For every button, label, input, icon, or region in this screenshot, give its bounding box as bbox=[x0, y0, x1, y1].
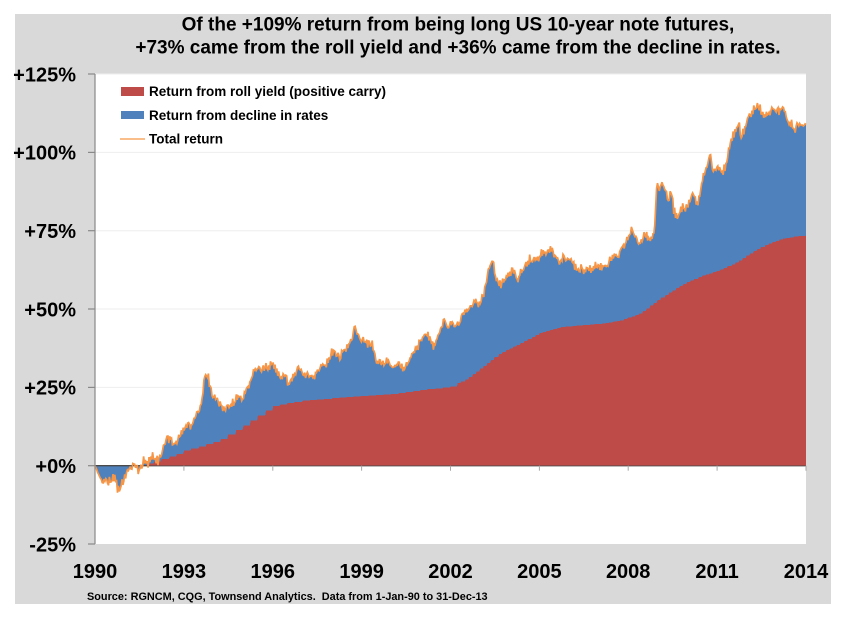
svg-text:1990: 1990 bbox=[73, 561, 118, 583]
svg-text:Of the +109% return from being: Of the +109% return from being long US 1… bbox=[182, 15, 735, 36]
svg-text:-25%: -25% bbox=[29, 534, 76, 556]
svg-text:+125%: +125% bbox=[13, 64, 76, 86]
svg-text:2005: 2005 bbox=[517, 561, 562, 583]
svg-text:+100%: +100% bbox=[13, 143, 76, 165]
svg-text:1996: 1996 bbox=[251, 561, 296, 583]
svg-text:Return from decline in rates: Return from decline in rates bbox=[149, 108, 328, 123]
svg-text:+73% came from the roll yield: +73% came from the roll yield and +36% c… bbox=[135, 38, 780, 59]
svg-text:2014: 2014 bbox=[784, 561, 829, 583]
svg-text:+50%: +50% bbox=[24, 299, 76, 321]
svg-text:2008: 2008 bbox=[606, 561, 651, 583]
svg-text:Total return: Total return bbox=[149, 132, 223, 147]
svg-text:2002: 2002 bbox=[428, 561, 473, 583]
svg-text:Return from roll yield (positi: Return from roll yield (positive carry) bbox=[149, 84, 386, 99]
svg-text:+25%: +25% bbox=[24, 378, 76, 400]
svg-text:+75%: +75% bbox=[24, 221, 76, 243]
svg-text:1999: 1999 bbox=[339, 561, 384, 583]
svg-text:+0%: +0% bbox=[35, 456, 76, 478]
svg-text:2011: 2011 bbox=[695, 561, 738, 583]
svg-text:1993: 1993 bbox=[162, 561, 207, 583]
svg-text:Source: RGNCM, CQG, Townsend A: Source: RGNCM, CQG, Townsend Analytics. … bbox=[87, 591, 488, 603]
